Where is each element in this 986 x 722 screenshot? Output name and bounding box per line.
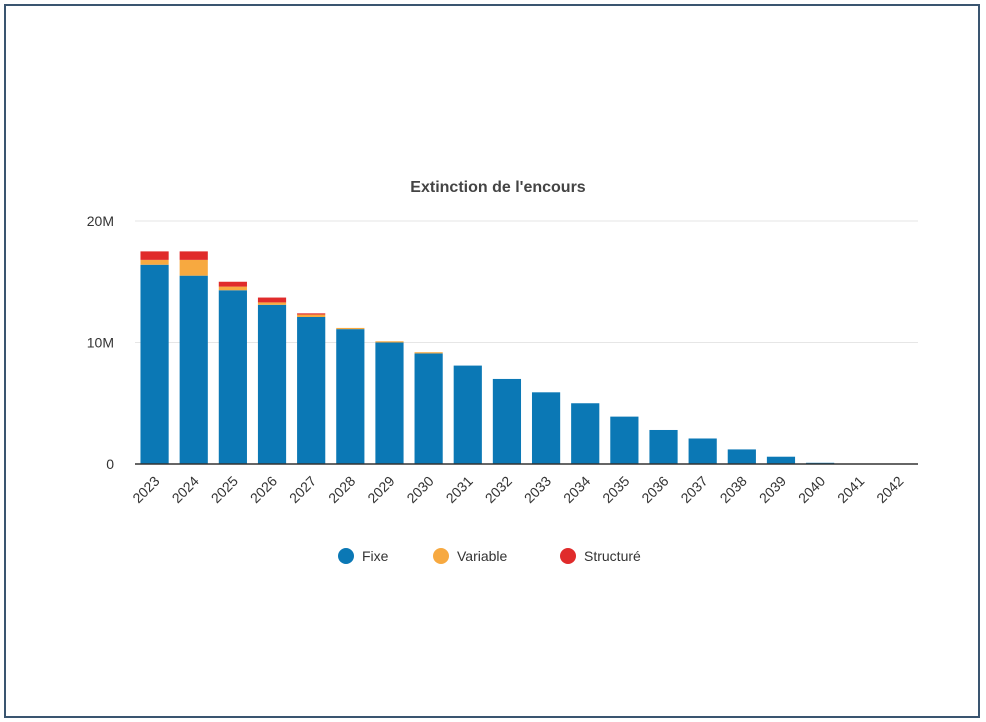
bar-segment-fixe-2035 [610,416,639,464]
x-tick-label: 2034 [560,473,593,506]
bar-segment-fixe-2036 [649,429,678,464]
bar-segment-fixe-2038 [727,449,756,464]
legend-item-structur[interactable]: Structuré [560,548,641,564]
legend-label: Fixe [362,548,389,564]
bar-segment-variable-2029 [375,341,404,343]
bar-segment-variable-2025 [218,286,247,291]
x-tick-label: 2024 [169,473,202,506]
x-tick-label: 2041 [834,473,867,506]
bar-segment-variable-2023 [140,259,169,265]
x-tick-label: 2030 [403,473,436,506]
x-tick-label: 2023 [129,473,162,506]
bar-segment-variable-2026 [257,302,287,305]
x-tick-label: 2031 [443,473,476,506]
x-tick-label: 2042 [873,473,906,506]
bars [140,251,835,464]
bar-segment-structur-2024 [179,251,208,260]
chart-title: Extinction de l'encours [410,179,585,196]
x-tick-label: 2029 [364,473,397,506]
bar-segment-fixe-2033 [531,392,561,464]
y-tick-label: 20M [87,213,114,229]
x-tick-label: 2035 [599,473,632,506]
bar-segment-structur-2027 [297,313,326,315]
x-tick-label: 2025 [208,473,241,506]
bar-segment-fixe-2034 [571,403,600,464]
x-tick-label: 2033 [521,473,554,506]
legend-swatch [560,548,576,564]
bar-segment-variable-2024 [179,259,208,276]
x-tick-label: 2037 [677,473,710,506]
bar-segment-fixe-2029 [375,342,404,464]
bar-segment-fixe-2024 [179,275,208,464]
bar-segment-fixe-2031 [453,365,482,464]
bar-segment-fixe-2030 [414,353,443,464]
bar-segment-fixe-2023 [140,264,169,464]
bar-segment-variable-2030 [414,352,443,354]
legend-swatch [338,548,354,564]
legend-label: Structuré [584,548,641,564]
legend[interactable]: Fixe Variable Structuré [338,548,641,564]
legend-label: Variable [457,548,508,564]
x-tick-label: 2040 [795,473,828,506]
x-tick-label: 2039 [756,473,789,506]
y-tick-label: 10M [87,335,114,351]
bar-segment-variable-2027 [297,314,326,317]
bar-segment-fixe-2032 [492,378,522,464]
x-tick-label: 2027 [286,473,319,506]
bar-segment-fixe-2037 [688,438,717,464]
bar-segment-fixe-2028 [336,329,365,464]
bar-segment-variable-2028 [336,327,365,330]
legend-item-variable[interactable]: Variable [433,548,508,564]
x-tick-label: 2026 [247,473,280,506]
x-tick-label: 2028 [325,473,358,506]
y-tick-label: 0 [106,456,114,472]
bar-segment-fixe-2025 [218,290,247,464]
legend-swatch [433,548,449,564]
bar-segment-fixe-2027 [297,316,326,464]
bar-segment-structur-2025 [218,281,247,287]
bar-segment-fixe-2026 [257,304,287,464]
bar-segment-fixe-2039 [766,456,796,464]
bar-segment-structur-2026 [257,297,287,303]
bar-segment-structur-2023 [140,251,169,260]
x-tick-label: 2038 [717,473,750,506]
x-tick-label: 2036 [638,473,671,506]
x-tick-label: 2032 [482,473,515,506]
grid-lines [135,220,918,343]
legend-item-fixe[interactable]: Fixe [338,548,389,564]
